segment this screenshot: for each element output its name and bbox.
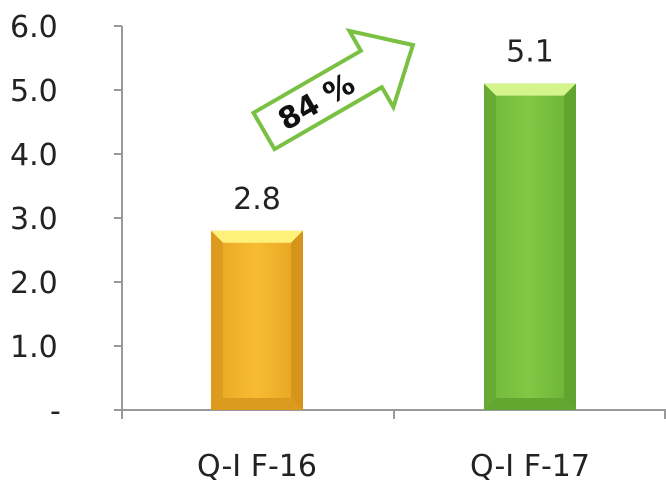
x-axis: Q-I F-16 Q-I F-17 <box>121 409 666 484</box>
growth-arrow: 84 % <box>250 27 416 152</box>
bar-bottom-bevel <box>484 398 576 410</box>
bar-value-label: 5.1 <box>506 35 554 70</box>
y-axis: - 1.0 2.0 3.0 4.0 5.0 6.0 <box>10 10 123 429</box>
arrow-icon <box>250 27 416 152</box>
bar-bottom-bevel <box>211 398 303 410</box>
bar-2 <box>484 83 576 410</box>
bar-right-bevel <box>564 83 576 410</box>
x-tick-label: Q-I F-17 <box>470 449 590 484</box>
y-tick-label: 2.0 <box>10 266 58 301</box>
x-tick-label: Q-I F-16 <box>197 449 317 484</box>
y-tick-label: 6.0 <box>10 10 58 45</box>
y-tick-label: 1.0 <box>10 330 58 365</box>
y-tick-label: 5.0 <box>10 74 58 109</box>
bar-top-bevel <box>484 83 576 96</box>
bar-right-bevel <box>291 230 303 410</box>
y-tick-label: - <box>50 394 61 429</box>
bar-1 <box>211 230 303 410</box>
bar-top-bevel <box>211 230 303 243</box>
y-tick-label: 3.0 <box>10 202 58 237</box>
bar-value-label: 2.8 <box>233 182 281 217</box>
growth-annotation: 84 % <box>250 27 416 152</box>
bar-left-bevel <box>211 230 223 410</box>
bar-body <box>484 83 576 410</box>
bar-left-bevel <box>484 83 496 410</box>
bars: 2.8 5.1 <box>211 35 576 410</box>
y-tick-label: 4.0 <box>10 138 58 173</box>
bar-body <box>211 230 303 410</box>
